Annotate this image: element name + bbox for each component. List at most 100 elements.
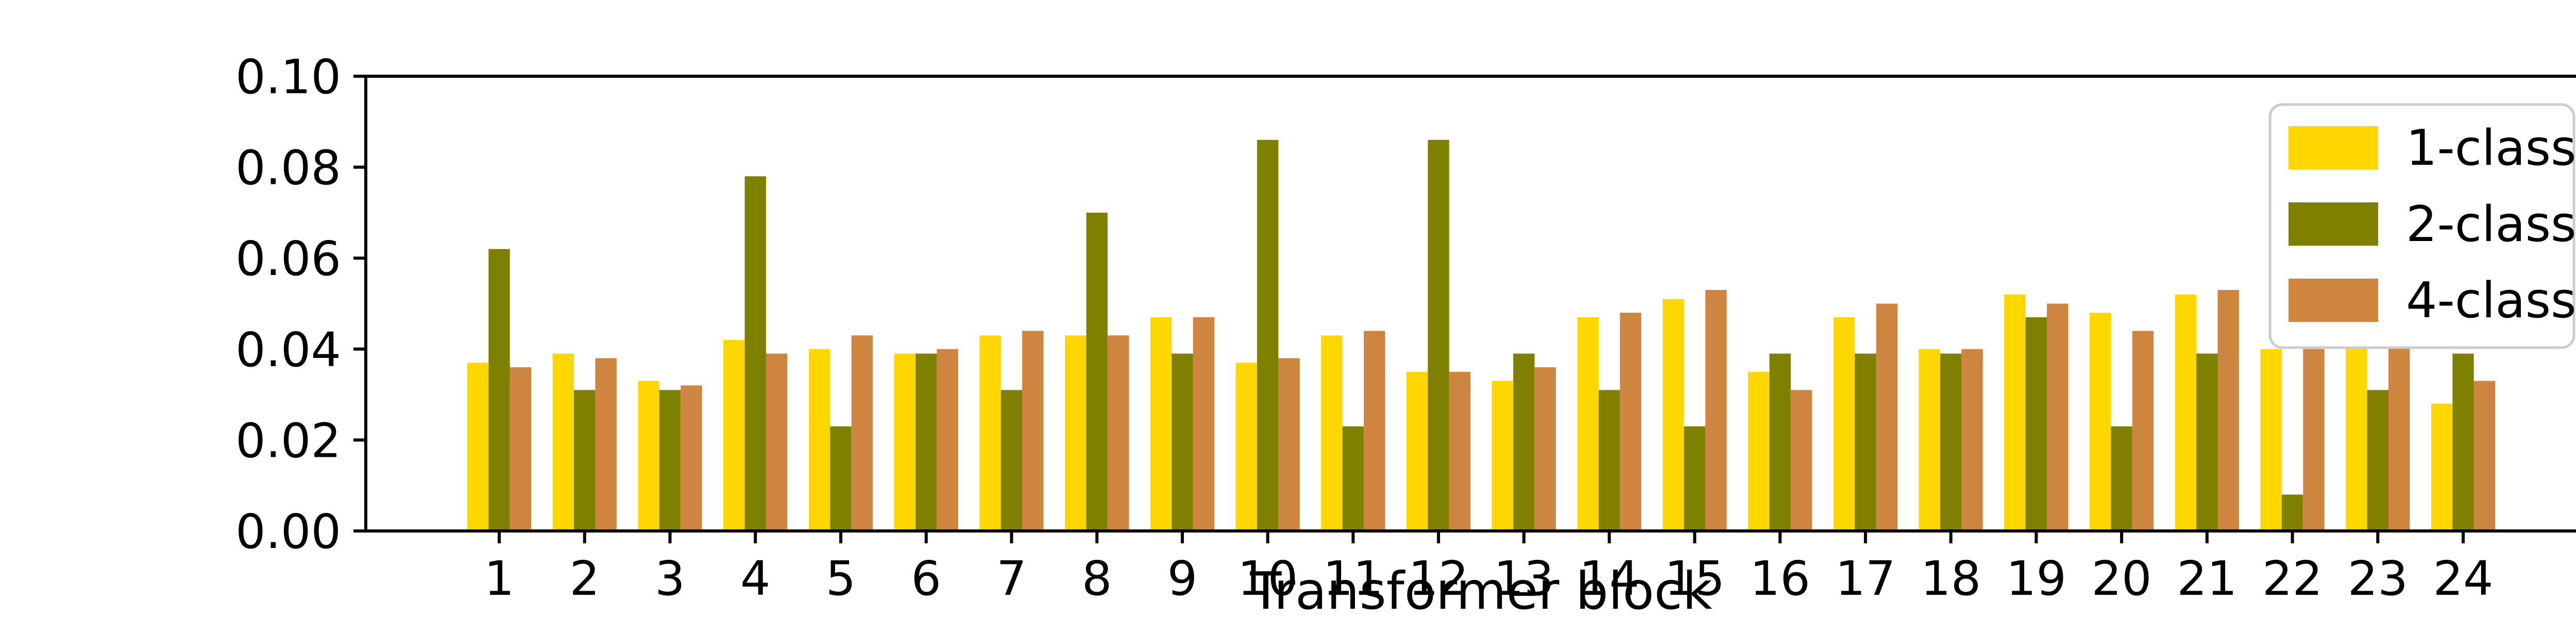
bar-2-class-block-6: [916, 353, 937, 531]
bar-1-class-block-6: [894, 353, 916, 531]
bar-1-class-block-15: [1663, 299, 1684, 531]
x-tick-label: 9: [1167, 551, 1198, 606]
bar-1-class-block-7: [979, 335, 1001, 531]
x-tick-label: 4: [740, 551, 771, 606]
bar-2-class-block-16: [1769, 353, 1791, 531]
x-tick-label: 6: [911, 551, 941, 606]
bar-1-class-block-4: [723, 340, 745, 531]
bar-2-class-block-3: [659, 390, 681, 531]
bar-1-class-block-10: [1235, 363, 1257, 531]
bar-4-class-block-14: [1620, 313, 1641, 531]
bar-1-class-block-20: [2089, 313, 2111, 531]
bar-2-class-block-24: [2452, 353, 2474, 531]
bar-2-class-block-17: [1855, 353, 1876, 531]
x-tick-label: 14: [1579, 551, 1639, 606]
bar-1-class-block-5: [808, 349, 831, 531]
bar-2-class-block-10: [1257, 140, 1279, 531]
x-tick-label: 12: [1409, 551, 1469, 606]
bar-1-class-block-12: [1406, 372, 1428, 531]
bar-1-class-block-17: [1833, 317, 1855, 531]
bar-4-class-block-17: [1876, 303, 1897, 531]
bar-4-class-block-20: [2132, 331, 2154, 531]
bar-1-class-block-21: [2175, 294, 2197, 531]
x-tick-label: 20: [2092, 551, 2152, 606]
bar-1-class-block-18: [1919, 349, 1940, 531]
bar-2-class-block-2: [574, 390, 596, 531]
x-tick-label: 24: [2433, 551, 2493, 606]
bar-4-class-block-5: [851, 335, 873, 531]
legend-swatch-4-class: [2289, 279, 2378, 322]
x-tick-label: 10: [1238, 551, 1298, 606]
bar-2-class-block-19: [2025, 317, 2047, 531]
bar-2-class-block-13: [1513, 353, 1535, 531]
bar-2-class-block-1: [488, 249, 510, 531]
bar-4-class-block-1: [510, 367, 532, 531]
x-tick-label: 15: [1665, 551, 1725, 606]
bar-4-class-block-4: [766, 353, 788, 531]
x-tick-label: 22: [2262, 551, 2323, 606]
bar-4-class-block-6: [937, 349, 958, 531]
bar-4-class-block-19: [2047, 303, 2069, 531]
bar-2-class-block-7: [1001, 390, 1023, 531]
x-tick-label: 1: [484, 551, 515, 606]
bar-4-class-block-11: [1364, 331, 1385, 531]
legend-label-1-class: 1-class: [2406, 120, 2576, 177]
x-tick-label: 5: [826, 551, 856, 606]
x-tick-label: 16: [1750, 551, 1810, 606]
y-tick-label: 0.06: [235, 231, 341, 286]
bar-4-class-block-8: [1107, 335, 1129, 531]
y-tick-label: 0.08: [235, 141, 341, 196]
x-tick-label: 21: [2177, 551, 2237, 606]
x-tick-label: 3: [655, 551, 685, 606]
bar-1-class-block-9: [1150, 317, 1172, 531]
bar-4-class-block-24: [2473, 381, 2496, 531]
bar-1-class-block-16: [1748, 372, 1770, 531]
bar-2-class-block-20: [2111, 426, 2132, 531]
bar-1-class-block-2: [552, 353, 574, 531]
bar-1-class-block-8: [1065, 335, 1087, 531]
bar-4-class-block-9: [1193, 317, 1214, 531]
bar-2-class-block-18: [1940, 353, 1962, 531]
bar-1-class-block-13: [1492, 381, 1514, 531]
x-tick-label: 18: [1921, 551, 1981, 606]
y-tick-label: 0.10: [235, 49, 341, 105]
x-tick-label: 11: [1323, 551, 1383, 606]
bar-2-class-block-23: [2367, 390, 2388, 531]
y-tick-label: 0.00: [235, 504, 341, 559]
bar-2-class-block-14: [1598, 390, 1620, 531]
x-tick-label: 17: [1835, 551, 1895, 606]
bar-4-class-block-13: [1534, 367, 1556, 531]
bar-4-class-block-16: [1790, 390, 1812, 531]
bar-1-class-block-1: [467, 363, 489, 531]
bar-1-class-block-24: [2431, 403, 2453, 531]
bar-4-class-block-15: [1705, 290, 1727, 531]
bar-4-class-block-7: [1022, 331, 1044, 531]
bar-4-class-block-22: [2303, 349, 2325, 531]
x-tick-label: 19: [2006, 551, 2066, 606]
bar-2-class-block-4: [744, 176, 766, 531]
bar-1-class-block-19: [2004, 294, 2026, 531]
bar-1-class-block-22: [2260, 349, 2282, 531]
bar-4-class-block-3: [681, 385, 702, 531]
bar-4-class-block-12: [1449, 372, 1471, 531]
y-tick-label: 0.04: [235, 322, 341, 377]
x-tick-label: 13: [1494, 551, 1554, 606]
x-axis-title: Transformer block: [1250, 561, 1713, 618]
y-tick-label: 0.02: [235, 413, 341, 468]
legend-label-4-class: 4-class: [2406, 272, 2576, 329]
axes-frame: [364, 75, 2576, 533]
bar-1-class-block-3: [638, 381, 659, 531]
bar-2-class-block-11: [1342, 426, 1364, 531]
bar-4-class-block-23: [2388, 335, 2410, 531]
bar-4-class-block-2: [595, 358, 617, 531]
x-tick-label: 8: [1082, 551, 1112, 606]
bar-2-class-block-5: [830, 426, 852, 531]
bar-2-class-block-21: [2196, 353, 2218, 531]
bar-4-class-block-10: [1278, 358, 1300, 531]
bar-2-class-block-12: [1428, 140, 1449, 531]
bar-1-class-block-11: [1321, 335, 1343, 531]
bar-4-class-block-18: [1961, 349, 1983, 531]
x-tick-label: 2: [569, 551, 600, 606]
